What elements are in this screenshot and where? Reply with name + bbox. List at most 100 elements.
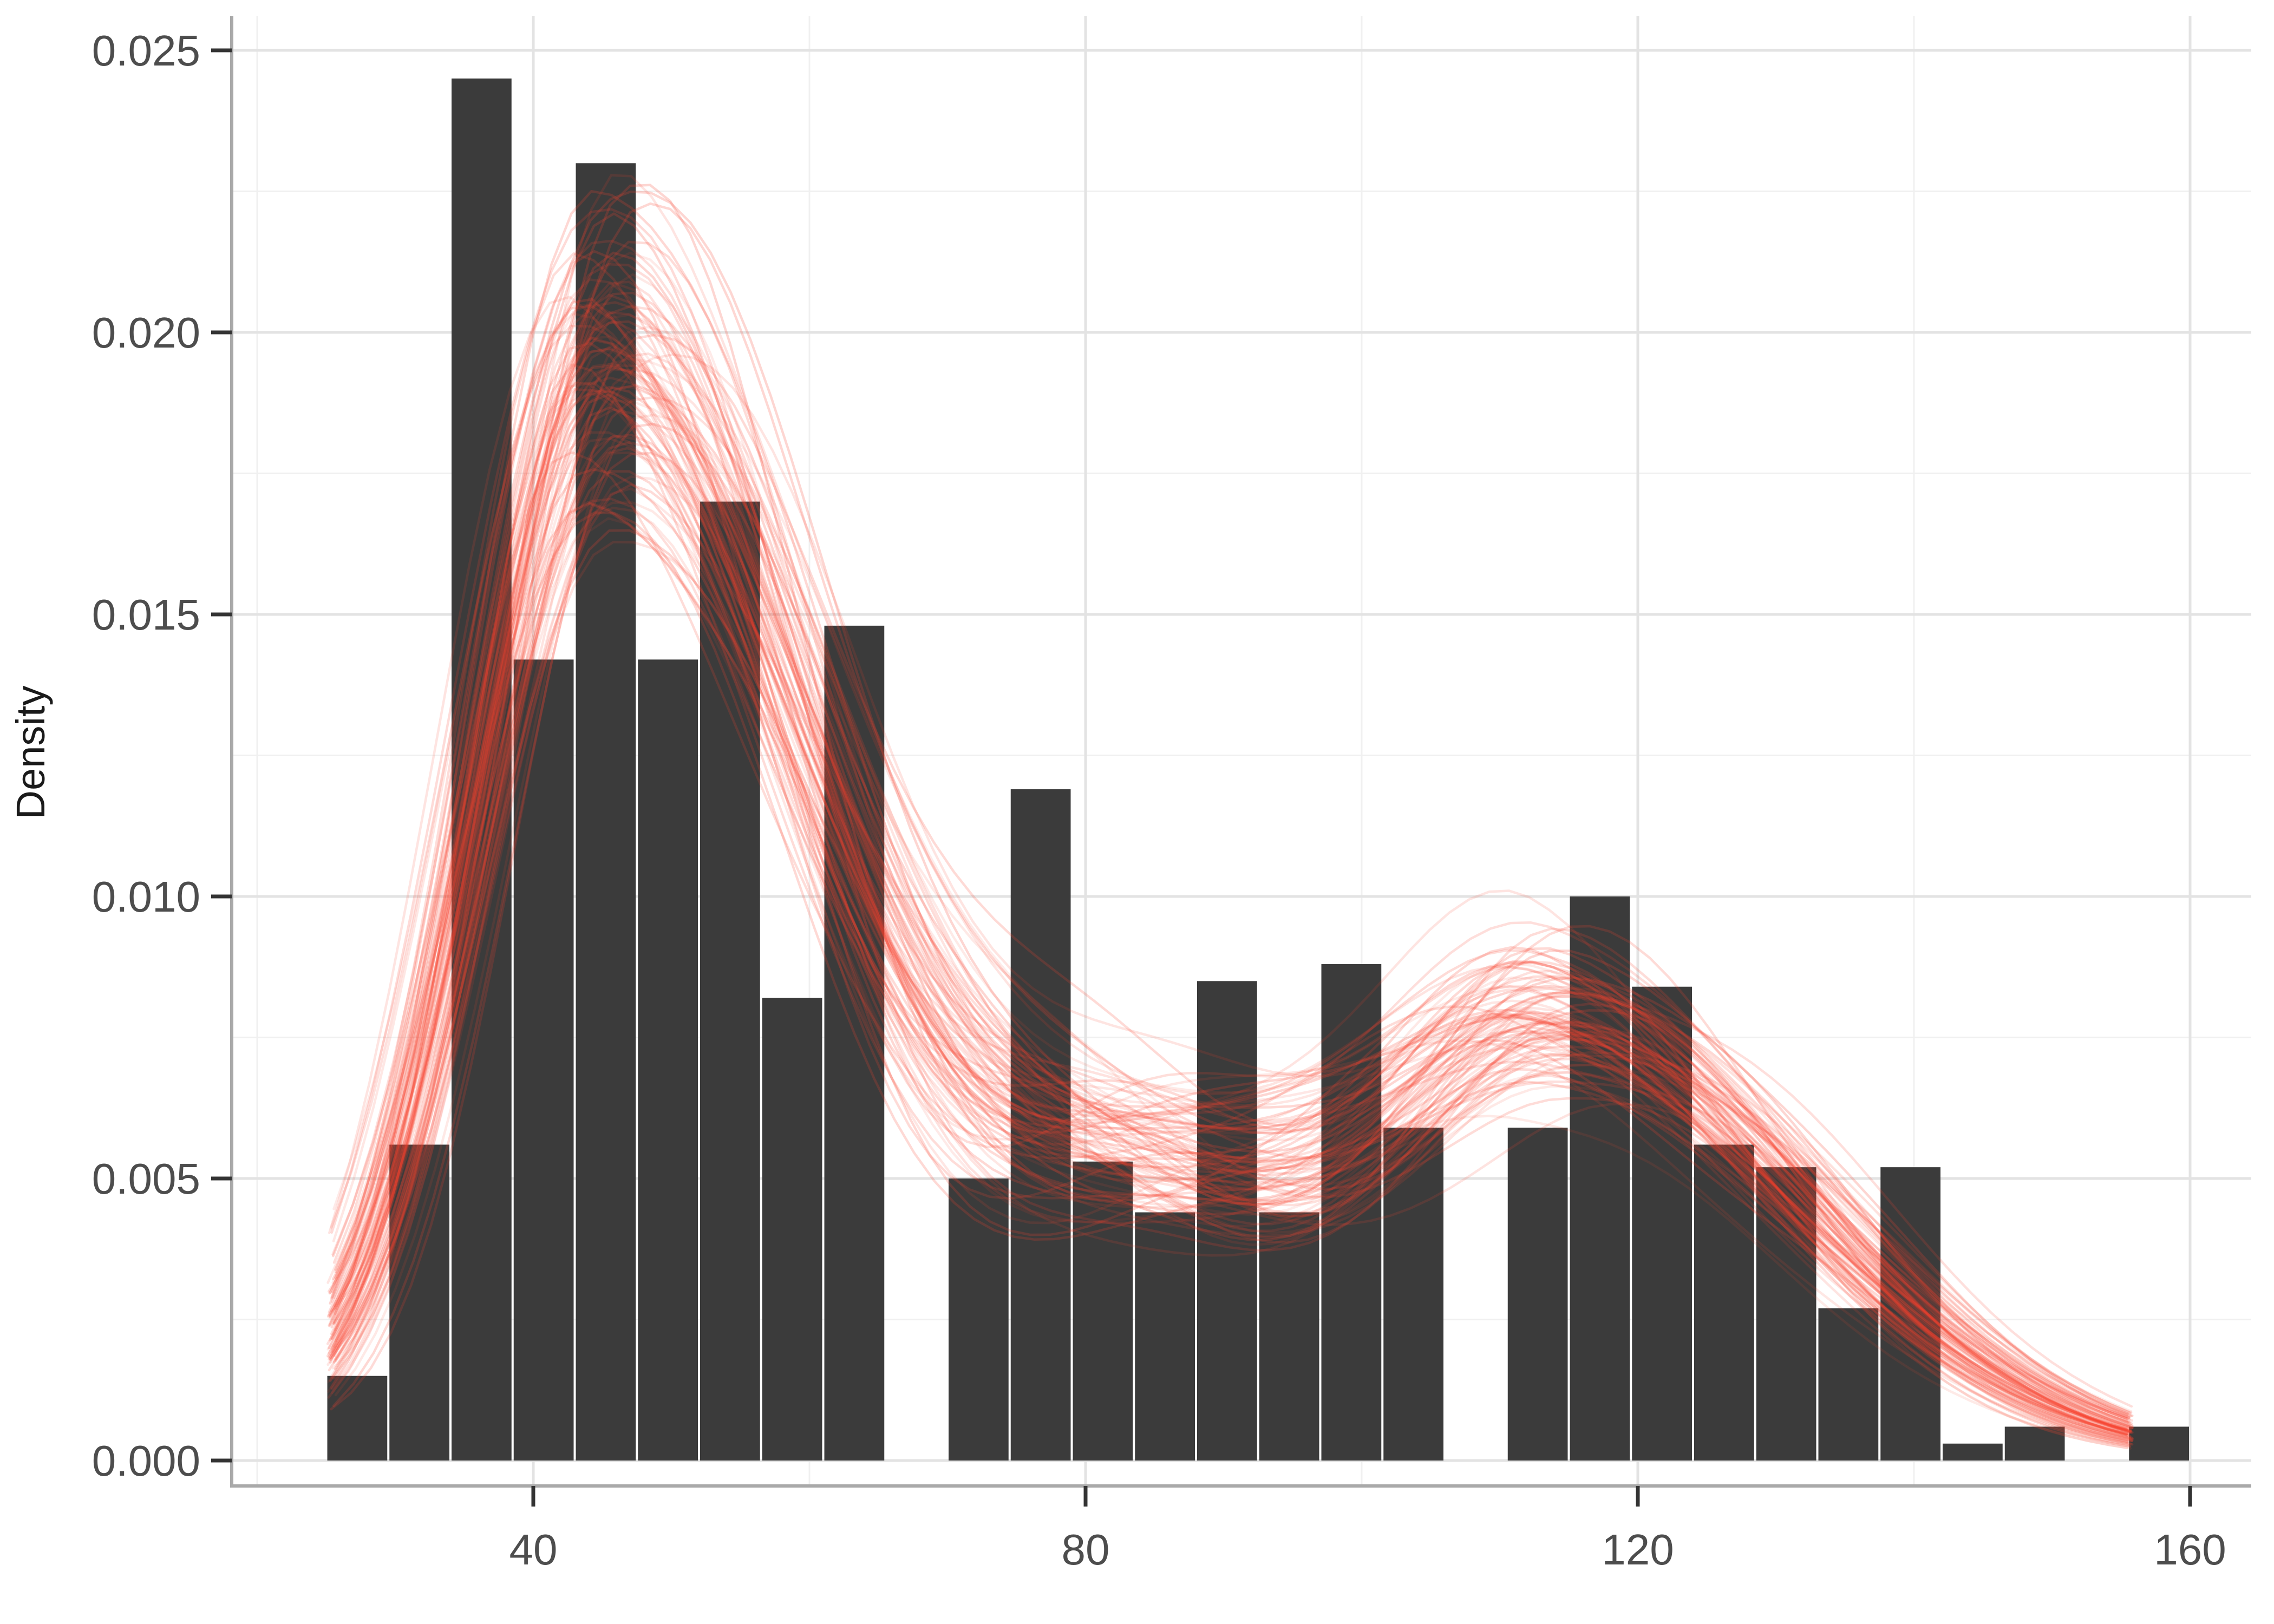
y-tick-label: 0.010 [92, 873, 200, 921]
posterior-density-curve [331, 451, 2128, 1435]
posterior-density-curve [326, 357, 2133, 1434]
posterior-density-curve [326, 447, 2128, 1430]
posterior-density-curve [335, 281, 2129, 1418]
posterior-density-curve [330, 396, 2133, 1422]
histogram-bar [1818, 1308, 1879, 1461]
histogram-bar [452, 78, 512, 1461]
posterior-density-curve [330, 336, 2132, 1433]
density-curves-group [326, 174, 2134, 1450]
posterior-density-curve [327, 529, 2134, 1440]
posterior-density-curve [327, 352, 2128, 1436]
posterior-density-curve [331, 298, 2128, 1436]
posterior-density-curve [334, 333, 2133, 1430]
posterior-density-curve [332, 363, 2132, 1417]
posterior-density-curve [328, 311, 2128, 1420]
posterior-density-curve [331, 475, 2129, 1442]
posterior-density-curve [329, 347, 2131, 1436]
posterior-density-curve [332, 368, 2134, 1434]
posterior-density-curve [334, 414, 2128, 1436]
posterior-density-curve [330, 451, 2129, 1446]
histogram-bar [1570, 896, 1630, 1461]
posterior-density-curve [332, 251, 2132, 1439]
posterior-density-curve [330, 364, 2134, 1443]
histogram-bar [1383, 1128, 1443, 1461]
histogram-bar [949, 1178, 1009, 1461]
posterior-density-curve [329, 202, 2131, 1434]
posterior-density-curve [330, 324, 2129, 1420]
posterior-density-curve [334, 384, 2134, 1442]
x-tick-label: 120 [1602, 1525, 1674, 1574]
posterior-density-curve [334, 408, 2129, 1433]
histogram-bar [638, 659, 698, 1461]
posterior-density-curve [328, 393, 2128, 1431]
posterior-density-curve [330, 363, 2133, 1433]
posterior-density-curve [331, 239, 2127, 1436]
x-tick-label: 160 [2154, 1525, 2226, 1574]
posterior-density-curve [330, 487, 2131, 1435]
posterior-density-curve [326, 382, 2131, 1447]
posterior-density-curve [331, 368, 2129, 1431]
posterior-density-curve [329, 389, 2128, 1419]
y-tick-label: 0.015 [92, 591, 200, 639]
x-tick-label: 40 [509, 1525, 558, 1574]
posterior-density-curve [327, 335, 2131, 1448]
posterior-density-curve [329, 278, 2129, 1416]
posterior-density-curve [330, 174, 2133, 1440]
histogram-bar [327, 1376, 388, 1461]
histogram-bar [1880, 1167, 1940, 1461]
posterior-density-curve [333, 212, 2133, 1427]
histogram-bar [2004, 1426, 2065, 1461]
posterior-density-curve [329, 190, 2134, 1429]
posterior-density-curve [331, 349, 2132, 1450]
posterior-density-curve [331, 353, 2134, 1430]
histogram-bar [1321, 964, 1382, 1461]
posterior-density-curve [334, 511, 2134, 1446]
x-tick-label: 80 [1062, 1525, 1110, 1574]
posterior-density-curve [328, 470, 2132, 1438]
posterior-density-curve [329, 406, 2133, 1443]
posterior-density-curve [334, 382, 2134, 1439]
posterior-density-curve [328, 320, 2129, 1437]
posterior-density-curve [328, 296, 2134, 1429]
posterior-density-curve [334, 434, 2132, 1432]
posterior-density-curve [333, 319, 2132, 1432]
histogram-bar [1632, 986, 1692, 1461]
axis-lines-group [230, 16, 2251, 1488]
posterior-density-curve [333, 468, 2132, 1448]
posterior-density-curve [332, 501, 2131, 1414]
histogram-bar [1259, 1212, 1319, 1461]
posterior-density-curve [328, 431, 2128, 1449]
posterior-density-curve [334, 339, 2129, 1443]
histogram-bar [576, 163, 636, 1461]
posterior-density-curve [328, 280, 2132, 1435]
posterior-density-curve [331, 344, 2131, 1427]
histogram-bars-group [327, 78, 2189, 1461]
posterior-density-curve [328, 251, 2134, 1440]
posterior-density-curve [327, 517, 2129, 1437]
y-axis-title: Density [8, 686, 53, 820]
y-tick-label: 0.000 [92, 1437, 200, 1485]
posterior-density-curve [330, 497, 2133, 1408]
histogram-bar [2129, 1426, 2189, 1461]
posterior-density-curve [331, 273, 2133, 1445]
posterior-density-curve [328, 263, 2128, 1436]
posterior-density-curve [329, 437, 2130, 1433]
histogram-bar [389, 1144, 449, 1461]
histogram-bar [1756, 1167, 1816, 1461]
posterior-density-curve [329, 184, 2131, 1419]
histogram-bar [762, 998, 822, 1461]
posterior-density-curve [326, 325, 2130, 1443]
histogram-bar [513, 659, 574, 1461]
y-tick-label: 0.005 [92, 1155, 200, 1203]
posterior-density-curve [330, 208, 2130, 1433]
posterior-density-curve [334, 250, 2129, 1424]
posterior-density-curve [330, 305, 2129, 1433]
histogram-bar [1943, 1443, 2003, 1461]
posterior-density-curve [328, 441, 2133, 1425]
y-tick-label: 0.020 [92, 309, 200, 357]
histogram-bar [1507, 1128, 1568, 1461]
posterior-density-curve [328, 502, 2129, 1444]
posterior-density-curve [330, 189, 2131, 1428]
